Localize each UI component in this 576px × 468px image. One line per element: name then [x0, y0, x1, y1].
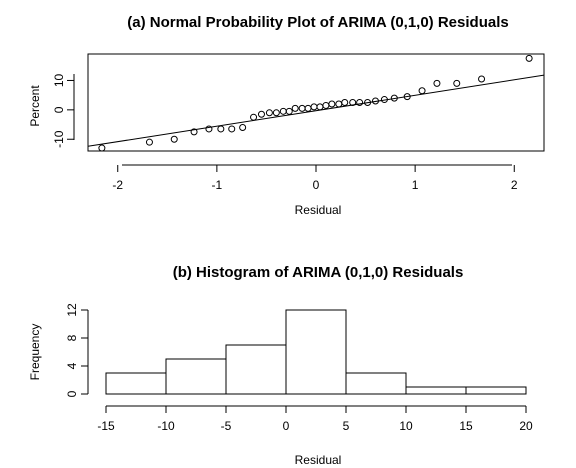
qq-points: [98, 54, 533, 152]
qq-point: [272, 109, 280, 117]
hist-y-tick-label: 4: [65, 362, 79, 369]
hist-x-tick-label: 10: [399, 419, 413, 433]
qq-plot-title: (a) Normal Probability Plot of ARIMA (0,…: [127, 14, 508, 31]
hist-bar: [405, 386, 467, 395]
qq-y-tick-label: 10: [52, 73, 66, 87]
qq-y-tick-label: 0: [52, 106, 66, 113]
qq-point: [335, 100, 343, 108]
qq-point: [265, 109, 273, 117]
qq-x-tick-label: 0: [313, 178, 320, 192]
hist-bars: [105, 309, 527, 395]
qq-point: [418, 87, 426, 95]
hist-y-tick-label: 0: [65, 390, 79, 397]
hist-x-axis-title: Residual: [295, 453, 342, 467]
hist-x-ticks: -15 -10 -5 0 5 10 15 20: [97, 406, 533, 433]
qq-point: [298, 104, 306, 112]
hist-y-ticks: 0 4 8 12: [65, 303, 88, 397]
qq-point: [239, 123, 247, 131]
qq-point: [205, 125, 213, 133]
qq-point: [279, 107, 287, 115]
qq-x-tick-label: -1: [212, 178, 223, 192]
hist-bar: [105, 372, 167, 395]
qq-point: [98, 144, 106, 152]
qq-point: [478, 75, 486, 83]
qq-point: [250, 113, 258, 121]
qq-point: [525, 54, 533, 62]
qq-point: [291, 104, 299, 112]
hist-bar: [285, 309, 347, 395]
qq-x-tick-label: -2: [112, 178, 123, 192]
qq-point: [433, 79, 441, 87]
qq-y-axis-title: Percent: [28, 85, 42, 127]
qq-point: [310, 103, 318, 111]
qq-reference-line: [87, 74, 545, 147]
qq-point: [380, 96, 388, 104]
qq-point: [371, 97, 379, 105]
hist-x-tick-label: -15: [97, 419, 115, 433]
qq-point: [322, 101, 330, 109]
qq-point: [453, 79, 461, 87]
hist-bar: [465, 386, 527, 395]
qq-point: [285, 107, 293, 115]
qq-point: [190, 128, 198, 136]
qq-plot-frame: [87, 53, 545, 152]
qq-x-tick-label: 1: [412, 178, 419, 192]
qq-point: [341, 99, 349, 106]
hist-bar: [165, 358, 227, 395]
normal-probability-plot: (a) Normal Probability Plot of ARIMA (0,…: [28, 14, 545, 217]
hist-x-tick-label: -5: [221, 419, 232, 433]
qq-point: [403, 93, 411, 101]
qq-point: [170, 135, 178, 143]
hist-x-tick-label: 20: [519, 419, 533, 433]
hist-bar: [225, 344, 287, 395]
hist-x-tick-label: 0: [283, 419, 290, 433]
qq-point: [304, 104, 312, 112]
hist-y-tick-label: 12: [65, 303, 79, 317]
qq-x-ticks: -2 -1 0 1 2: [112, 165, 518, 192]
qq-point: [356, 99, 364, 106]
qq-point: [328, 100, 336, 108]
hist-y-axis-title: Frequency: [28, 324, 42, 381]
hist-y-tick-label: 8: [65, 334, 79, 341]
qq-point: [349, 99, 357, 106]
qq-x-tick-label: 2: [511, 178, 518, 192]
qq-point: [228, 125, 236, 133]
hist-x-tick-label: -10: [157, 419, 175, 433]
qq-point: [390, 94, 398, 102]
qq-point: [316, 103, 324, 111]
qq-x-axis-title: Residual: [295, 203, 342, 217]
histogram: (b) Histogram of ARIMA (0,1,0) Residuals…: [28, 264, 533, 467]
qq-point: [257, 110, 265, 118]
qq-y-ticks: -10 0 10: [52, 73, 74, 148]
hist-x-tick-label: 15: [459, 419, 473, 433]
qq-point: [217, 125, 225, 133]
qq-point: [364, 99, 372, 106]
histogram-title: (b) Histogram of ARIMA (0,1,0) Residuals: [173, 264, 464, 281]
hist-bar: [345, 372, 407, 395]
qq-y-tick-label: -10: [52, 130, 66, 148]
qq-point: [145, 138, 153, 146]
hist-x-tick-label: 5: [343, 419, 350, 433]
